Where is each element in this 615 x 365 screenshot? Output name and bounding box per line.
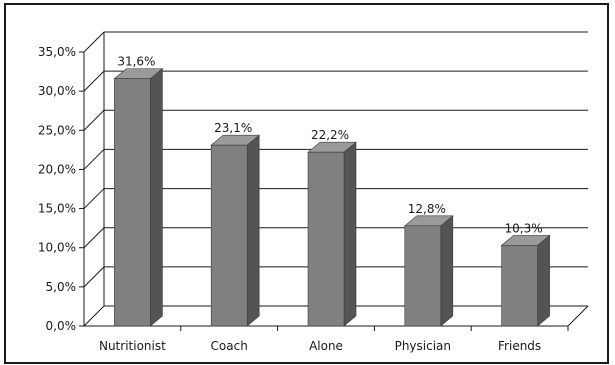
gridline-diagonal (83, 31, 105, 53)
data-label: 10,3% (505, 221, 543, 235)
data-label: 22,2% (311, 128, 349, 142)
bar (404, 225, 442, 327)
bar-side (537, 234, 550, 327)
gridline-diagonal (83, 266, 105, 288)
y-tick-label: 0,0% (46, 319, 77, 333)
gridline-diagonal (83, 149, 105, 170)
floor-right-edge (567, 305, 589, 327)
x-category-label: Nutritionist (99, 339, 166, 353)
gridline-diagonal (83, 305, 105, 327)
y-tick-label: 5,0% (46, 280, 77, 294)
x-category-label: Alone (309, 339, 343, 353)
data-label: 12,8% (408, 202, 446, 216)
labels-layer: 0,0% 5,0% 10,0% 15,0% 20,0% 25,0% 30,0% 35,0% 31… (38, 45, 543, 353)
gridline-diagonal (83, 70, 105, 92)
y-tick-label: 30,0% (38, 84, 76, 98)
x-category-label: Coach (211, 339, 248, 353)
y-tick-label: 20,0% (38, 162, 76, 176)
y-tick-label: 10,0% (38, 241, 76, 255)
bars-layer (113, 67, 551, 327)
y-tick-label: 15,0% (38, 202, 76, 216)
bar (210, 144, 248, 327)
x-category-label: Friends (498, 339, 541, 353)
bar-side (343, 141, 357, 327)
gridline-diagonal (83, 188, 105, 209)
bar (501, 245, 538, 327)
bar (307, 151, 345, 327)
gridline-diagonal (83, 227, 105, 249)
data-label: 23,1% (214, 121, 252, 135)
y-tick-label: 25,0% (38, 123, 76, 137)
bar-side (246, 134, 260, 327)
y-tick-label: 35,0% (38, 45, 76, 59)
bar-side (440, 215, 454, 327)
bar-side (150, 67, 163, 327)
gridline-diagonal (83, 109, 105, 131)
x-category-label: Physician (395, 339, 451, 353)
bar (114, 78, 151, 327)
data-label: 31,6% (117, 55, 155, 69)
